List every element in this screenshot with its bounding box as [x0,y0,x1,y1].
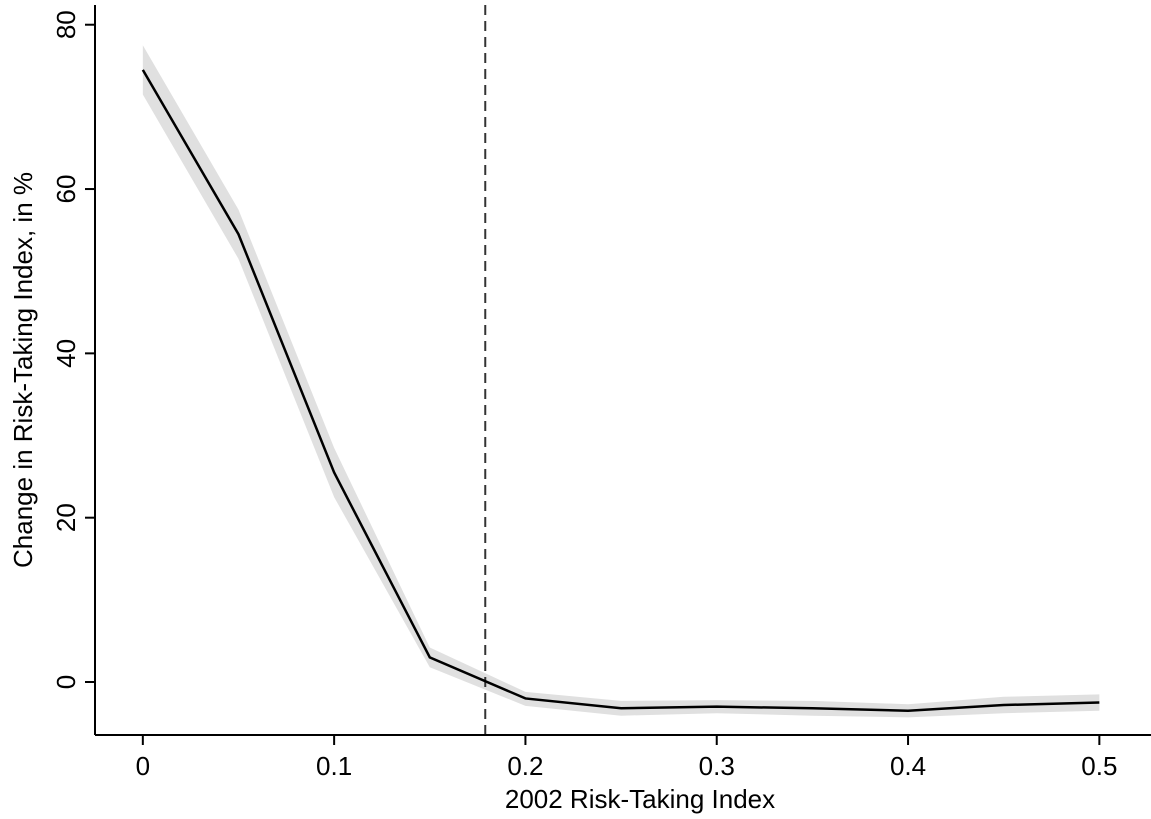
x-tick-label: 0.3 [699,751,735,781]
y-tick-label: 20 [51,503,81,532]
y-tick-label: 0 [51,675,81,689]
x-tick-label: 0.4 [890,751,926,781]
y-tick-label: 60 [51,175,81,204]
y-tick-label: 80 [51,10,81,39]
line [141,69,1100,713]
x-tick-label: 0.5 [1081,751,1117,781]
x-tick-label: 0 [136,751,150,781]
x-axis-label: 2002 Risk-Taking Index [505,784,775,814]
x-tick-label: 0.1 [316,751,352,781]
y-tick-label: 40 [51,339,81,368]
confidence-band [142,45,1100,718]
x-tick-label: 0.2 [507,751,543,781]
y-axis-label: Change in Risk-Taking Index, in % [8,172,38,568]
